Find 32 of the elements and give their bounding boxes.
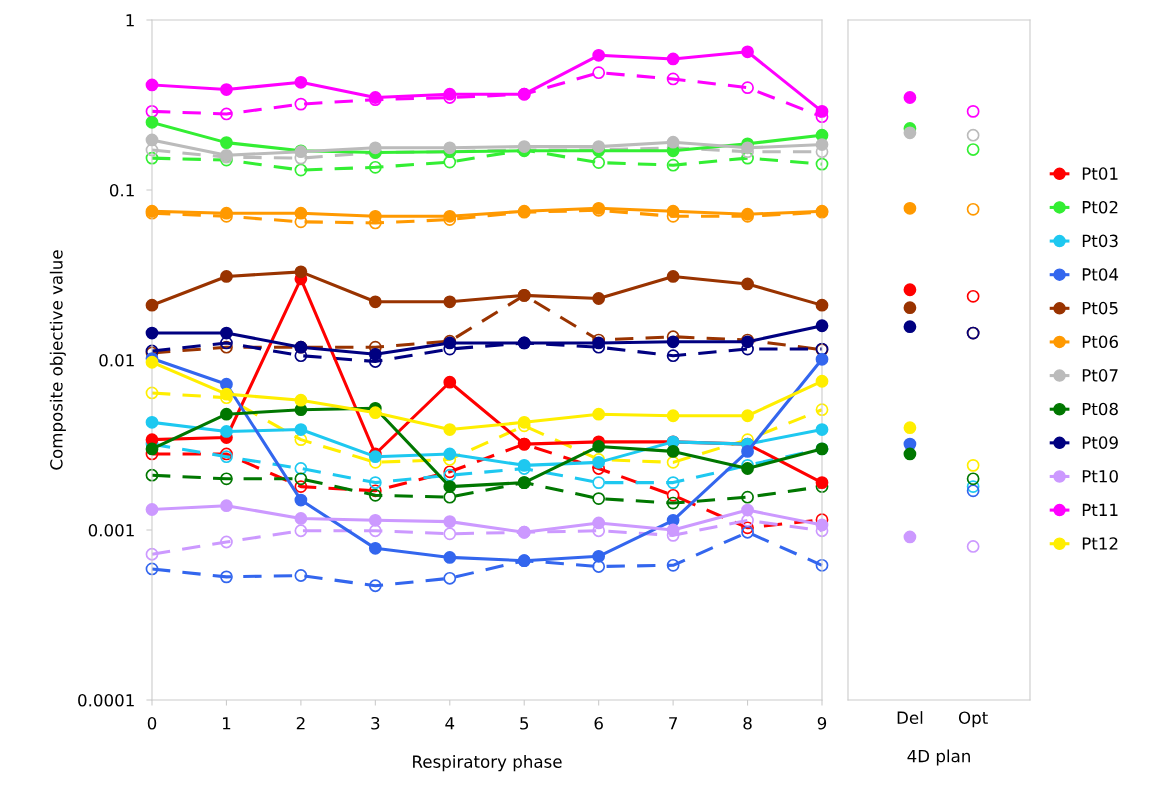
legend-label: Pt01 [1082, 167, 1118, 180]
x-tick-label: 9 [817, 716, 827, 730]
y-tick-label: 0.0001 [78, 693, 134, 707]
legend-label: Pt12 [1082, 537, 1118, 550]
x-tick-label: 2 [296, 716, 305, 730]
x-tick-label: 6 [594, 716, 603, 730]
y-tick-label: 0.01 [99, 353, 134, 367]
x-tick-label: 3 [371, 716, 380, 730]
x-tick-label: Del [897, 711, 923, 725]
legend-label: Pt03 [1082, 234, 1118, 248]
x-tick-label: 5 [520, 717, 529, 730]
legend-label: Pt11 [1082, 503, 1118, 516]
legend-label: Pt04 [1082, 268, 1119, 281]
x-tick-label: 1 [222, 717, 231, 730]
x-tick-label: 0 [147, 716, 157, 730]
x-tick-label: 7 [669, 717, 677, 730]
legend-label: Pt08 [1082, 402, 1118, 416]
x-axis-title: 4D plan [907, 749, 970, 766]
y-tick-label: 1 [126, 14, 134, 27]
y-tick-label: 0.1 [109, 183, 134, 197]
legend-label: Pt02 [1082, 200, 1118, 214]
y-tick-label: 0.001 [88, 523, 134, 537]
legend-label: Pt05 [1082, 301, 1118, 315]
x-tick-label: 8 [743, 716, 752, 730]
y-axis-title: Composite objective value [49, 250, 66, 470]
legend-label: Pt10 [1082, 469, 1118, 483]
x-tick-label: Opt [958, 711, 988, 728]
x-tick-label: 4 [445, 717, 455, 730]
legend-label: Pt07 [1082, 369, 1118, 382]
x-axis-title: Respiratory phase [413, 755, 562, 772]
legend-label: Pt06 [1082, 335, 1118, 349]
legend-label: Pt09 [1082, 436, 1118, 449]
